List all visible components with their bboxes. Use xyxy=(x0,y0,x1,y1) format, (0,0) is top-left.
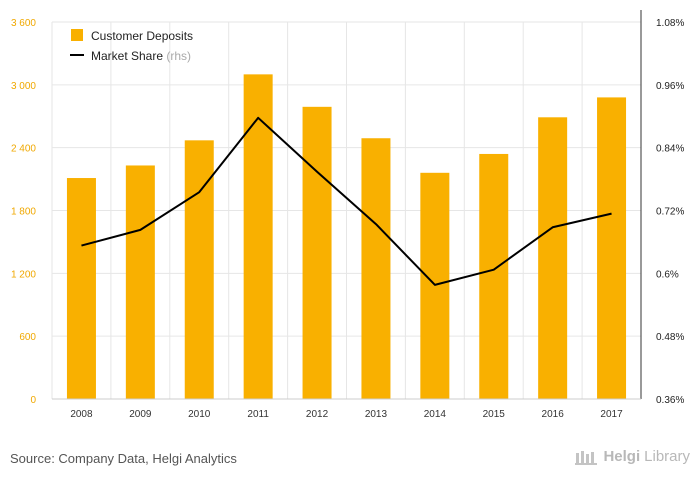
bar xyxy=(243,74,273,399)
bar xyxy=(538,117,568,399)
helgi-library-logo: Helgi Library xyxy=(575,448,690,465)
y-left-tick-label: 1 200 xyxy=(11,269,36,280)
x-tick-label: 2017 xyxy=(600,409,623,420)
line-series xyxy=(81,116,612,286)
bar xyxy=(361,138,391,399)
y-left-tick-label: 3 600 xyxy=(11,18,36,29)
bar xyxy=(479,153,509,399)
y-right-tick-label: 0.84% xyxy=(656,144,684,155)
legend-label-customer-deposits: Customer Deposits xyxy=(91,29,193,43)
y-right-tick-label: 0.72% xyxy=(656,207,684,218)
x-tick-label: 2014 xyxy=(424,409,447,420)
x-tick-label: 2013 xyxy=(365,409,388,420)
bar xyxy=(420,172,450,399)
y-right-tick-label: 0.96% xyxy=(656,81,684,92)
legend-label-market-share: Market Share (rhs) xyxy=(91,49,191,63)
y-left-tick-label: 2 400 xyxy=(11,144,36,155)
y-right-tick-label: 0.36% xyxy=(656,395,684,406)
x-tick-label: 2016 xyxy=(542,409,565,420)
y-right-tick-label: 0.48% xyxy=(656,332,684,343)
y-left-tick-label: 1 800 xyxy=(11,207,36,218)
x-tick-label: 2015 xyxy=(483,409,506,420)
x-tick-label: 2010 xyxy=(188,409,211,420)
library-building-icon xyxy=(575,450,598,465)
legend: Customer Deposits Market Share (rhs) xyxy=(70,29,193,63)
x-tick-label: 2012 xyxy=(306,409,329,420)
legend-label-rhs: (rhs) xyxy=(166,49,191,63)
bar xyxy=(125,165,155,399)
gridlines xyxy=(51,21,642,399)
bar xyxy=(184,140,214,399)
legend-swatch-customer-deposits xyxy=(71,29,83,41)
market-share-line xyxy=(81,116,612,286)
source-note: Source: Company Data, Helgi Analytics xyxy=(10,451,237,466)
y-left-tick-label: 600 xyxy=(19,332,36,343)
bar-series xyxy=(66,74,627,400)
y-left-tick-label: 3 000 xyxy=(11,81,36,92)
y-right-tick-label: 1.08% xyxy=(656,18,684,29)
axes: 0 600 1 200 1 800 2 400 3 000 3 600 0.36% 0.48% 0… xyxy=(11,10,684,420)
y-left-tick-label: 0 xyxy=(30,395,36,406)
y-right-tick-label: 0.6% xyxy=(656,269,679,280)
bar xyxy=(66,178,96,399)
logo-name: Helgi xyxy=(603,448,641,465)
bar xyxy=(597,97,627,400)
x-tick-label: 2009 xyxy=(129,409,152,420)
x-tick-label: 2011 xyxy=(247,409,269,420)
x-tick-label: 2008 xyxy=(70,409,93,420)
logo-suffix: Library xyxy=(644,448,690,465)
bar xyxy=(302,106,332,399)
